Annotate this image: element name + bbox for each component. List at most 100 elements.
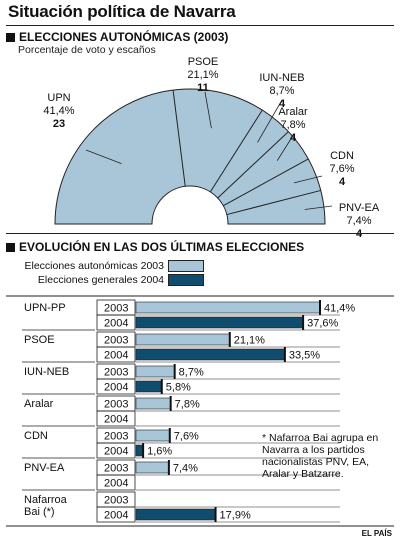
legend-label-autonomicas: Elecciones autonómicas 2003 (24, 260, 164, 272)
section2-title: EVOLUCIÓN EN LAS DOS ÚLTIMAS ELECCIONES (19, 240, 305, 254)
party-label: Nafarroa (24, 494, 68, 506)
party-label: PSOE (24, 334, 55, 346)
bar-2003 (135, 333, 231, 346)
data-label: 21,1% (234, 335, 265, 347)
hemi-percent-upn: 41,4% (43, 105, 75, 117)
hemicycle-leader-line (304, 205, 333, 210)
bar-2003 (135, 429, 171, 442)
page-title: Situación política de Navarra (8, 2, 236, 21)
square-bullet-icon (6, 32, 15, 42)
hemi-party-iun: IUN-NEB (259, 72, 305, 84)
hemi-party-psoe: PSOE (187, 56, 219, 68)
hemi-label-pnv: PNV-EA 7,4% 4 (330, 202, 388, 241)
hemicycle-leader-line (204, 91, 212, 129)
year-cell (96, 506, 136, 523)
year-label: 2003 (104, 463, 128, 475)
legend-swatch-generales (168, 274, 204, 286)
hemi-seats-cdn: 4 (338, 176, 346, 188)
hemi-party-upn: UPN (47, 92, 71, 104)
hemi-party-aralar: Aralar (278, 106, 308, 118)
year-label: 2003 (104, 431, 128, 443)
hemicycle-divider (172, 90, 186, 187)
hemi-percent-psoe: 21,1% (187, 69, 219, 81)
source-credit: EL PAÍS (361, 529, 392, 538)
party-label: CDN (24, 430, 48, 442)
party-label: IUN-NEB (24, 366, 69, 378)
party-label: PNV-EA (24, 462, 65, 474)
hemi-label-aralar: Aralar 7,8% 4 (270, 106, 316, 145)
square-bullet-icon (6, 242, 15, 252)
bar-2003 (135, 301, 321, 314)
hemi-percent-pnv: 7,4% (346, 215, 372, 227)
section1-subtitle: Porcentaje de voto y escaños (18, 44, 156, 56)
year-cell (96, 442, 136, 459)
year-label: 2003 (104, 335, 128, 347)
hemicycle-divider (217, 131, 289, 199)
hemi-label-iun: IUN-NEB 8,7% 4 (254, 72, 310, 111)
bar-2004 (135, 380, 163, 393)
year-label: 2003 (104, 303, 128, 315)
data-label: 37,6% (307, 318, 338, 330)
hemi-seats-psoe: 11 (197, 82, 209, 94)
bar-2004 (135, 444, 144, 457)
section2-header: EVOLUCIÓN EN LAS DOS ÚLTIMAS ELECCIONES (6, 240, 304, 254)
data-label: 7,4% (173, 463, 198, 475)
year-label: 2004 (104, 414, 128, 426)
bar-2004 (135, 348, 286, 361)
hemicycle-divider (209, 109, 263, 193)
year-label: 2003 (104, 367, 128, 379)
party-label: Bai (*) (24, 506, 55, 518)
year-label: 2004 (104, 318, 128, 330)
party-label: UPN-PP (24, 302, 66, 314)
hemi-seats-upn: 23 (52, 118, 66, 130)
hemicycle-leader-line (293, 175, 323, 184)
section-divider (6, 233, 394, 234)
hemi-seats-pnv: 4 (355, 228, 363, 240)
year-label: 2004 (104, 350, 128, 362)
legend: Elecciones autonómicas 2003 Elecciones g… (14, 258, 204, 288)
bar-2003 (135, 397, 171, 410)
year-label: 2004 (104, 510, 128, 522)
year-cell (96, 346, 136, 363)
bar-2003 (135, 365, 175, 378)
year-label: 2004 (104, 446, 128, 458)
hemi-seats-aralar: 4 (289, 132, 297, 144)
hemi-percent-aralar: 7,8% (280, 119, 306, 131)
data-label: 33,5% (289, 350, 320, 362)
legend-swatch-autonomicas (168, 260, 204, 272)
legend-item-generales: Elecciones generales 2004 (38, 274, 204, 286)
hemi-party-pnv: PNV-EA (338, 202, 380, 214)
legend-item-autonomicas: Elecciones autonómicas 2003 (24, 260, 204, 272)
legend-label-generales: Elecciones generales 2004 (37, 274, 164, 286)
hemi-percent-iun: 8,7% (269, 85, 295, 97)
data-label: 8,7% (179, 367, 204, 379)
year-label: 2004 (104, 478, 128, 490)
data-label: 1,6% (147, 446, 172, 458)
section1-title: ELECCIONES AUTONÓMICAS (2003) (19, 30, 229, 44)
year-label: 2004 (104, 382, 128, 394)
data-label: 7,6% (174, 431, 199, 443)
bar-2004 (135, 316, 304, 329)
hemicycle-leader-line (276, 133, 295, 161)
party-label: Aralar (24, 398, 54, 410)
year-label: 2003 (104, 495, 128, 507)
hemicycle-divider (223, 158, 309, 207)
year-cell (96, 410, 136, 427)
hemi-seats-iun: 4 (278, 98, 286, 110)
year-label: 2003 (104, 399, 128, 411)
hemi-label-cdn: CDN 7,6% 4 (322, 150, 362, 189)
data-label: 7,8% (175, 399, 200, 411)
hemicycle-chart (54, 88, 333, 225)
hemi-percent-cdn: 7,6% (329, 163, 355, 175)
hemi-party-cdn: CDN (330, 150, 354, 162)
bar-chart: UPN-PP 2003 41,4% 2004 37,6% PSOE 2003 21,1% 200… (6, 295, 394, 527)
bar-2004 (135, 508, 216, 521)
hemi-label-upn: UPN 41,4% 23 (30, 92, 88, 131)
hemicycle-shape (54, 88, 326, 225)
year-cell (96, 314, 136, 331)
section1-header: ELECCIONES AUTONÓMICAS (2003) (6, 30, 228, 44)
year-cell (96, 378, 136, 395)
data-label: 41,4% (324, 303, 355, 315)
hemicycle-leader-line (85, 149, 122, 164)
data-label: 5,8% (166, 382, 191, 394)
